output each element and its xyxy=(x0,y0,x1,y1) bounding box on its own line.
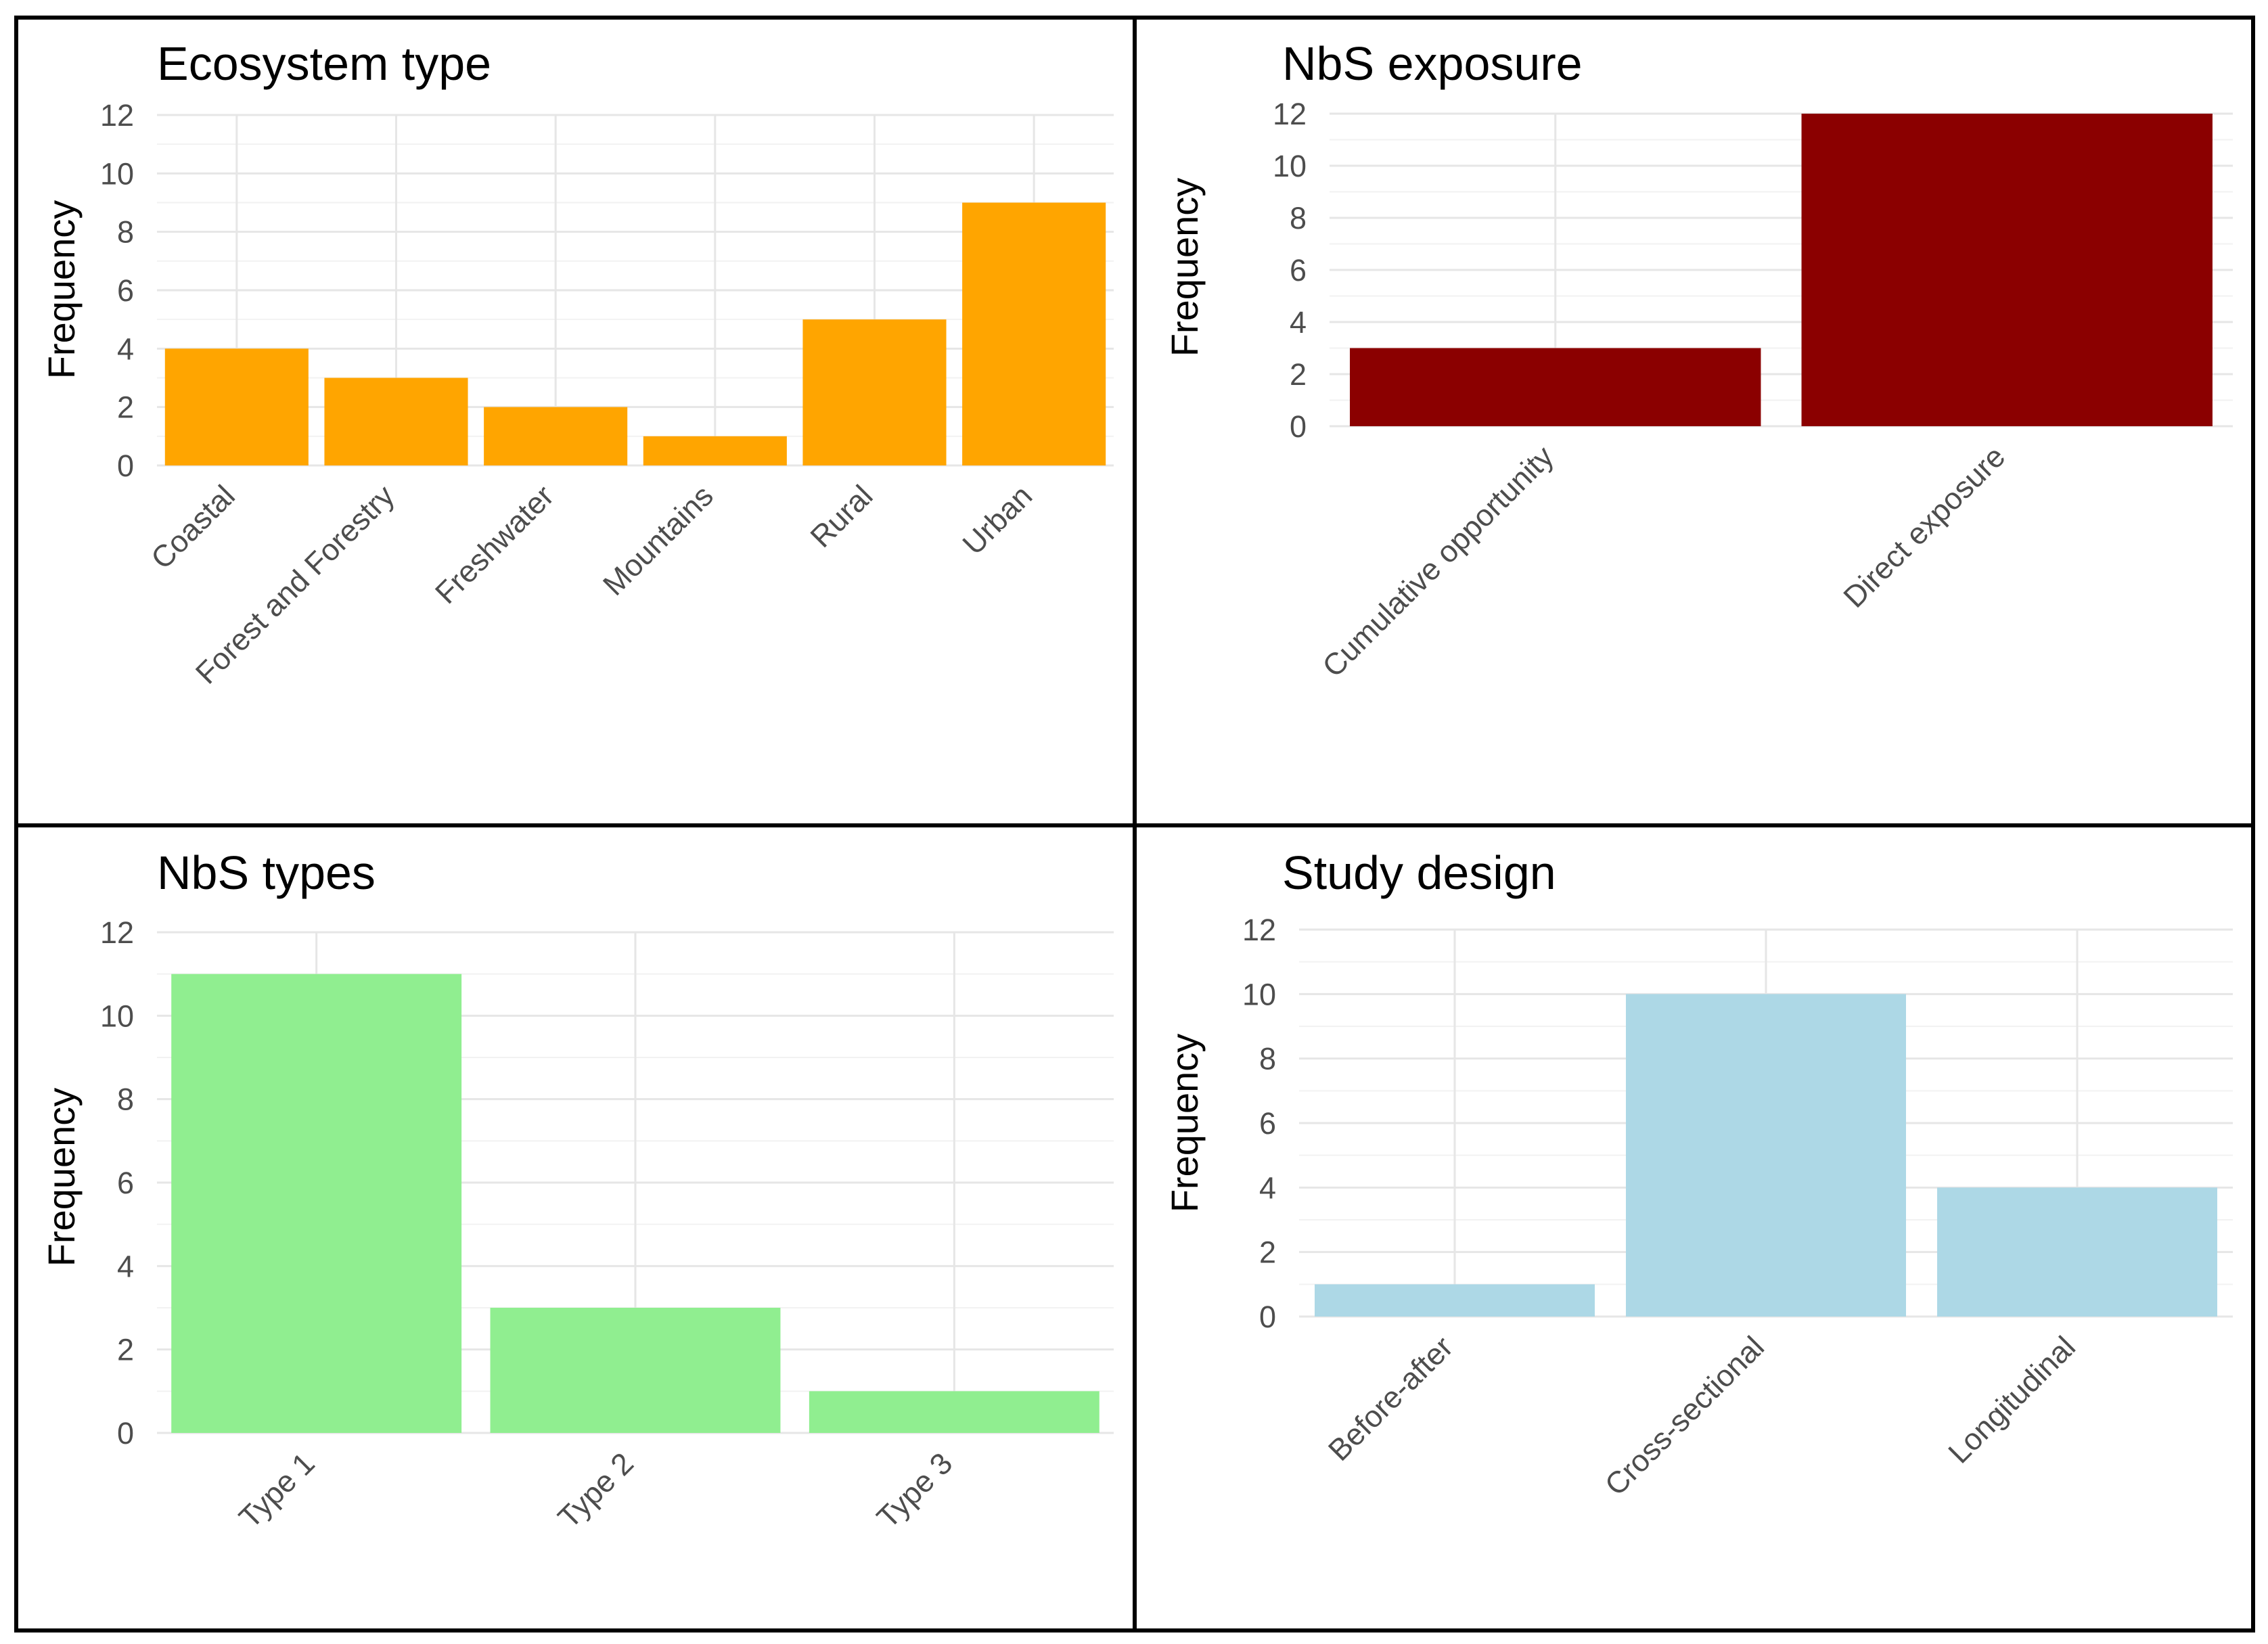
y-axis-label: Frequency xyxy=(1163,1034,1206,1213)
chart-title: Study design xyxy=(1282,846,1556,899)
y-tick-label: 12 xyxy=(1273,97,1307,131)
bar-type-2 xyxy=(490,1308,781,1433)
bar-urban xyxy=(962,202,1106,465)
y-axis-ticks: 0 2 4 6 8 10 12 xyxy=(100,98,134,483)
y-tick-label: 10 xyxy=(100,999,134,1033)
y-tick-label: 0 xyxy=(1290,409,1307,444)
y-tick-label: 0 xyxy=(117,449,134,483)
bar-type-1 xyxy=(171,974,462,1433)
y-axis-label: Frequency xyxy=(40,1088,83,1267)
bars xyxy=(1350,114,2213,426)
bar-longitudinal xyxy=(1937,1187,2217,1317)
y-tick-label: 8 xyxy=(117,215,134,250)
bar-direct-exposure xyxy=(1801,114,2213,426)
bar-cross-sectional xyxy=(1626,994,1906,1317)
y-axis-label: Frequency xyxy=(40,200,83,380)
bar-mountains xyxy=(643,436,787,465)
bar-rural xyxy=(802,319,947,465)
chart-title: NbS types xyxy=(157,846,376,899)
y-tick-label: 10 xyxy=(1242,977,1276,1011)
y-tick-label: 2 xyxy=(117,1333,134,1367)
grid xyxy=(157,114,1114,467)
bar-forest-and-forestry xyxy=(324,378,468,465)
y-tick-label: 2 xyxy=(1290,357,1307,392)
y-tick-label: 10 xyxy=(100,156,134,191)
chart-title: Ecosystem type xyxy=(157,37,491,90)
y-tick-label: 6 xyxy=(117,273,134,308)
y-tick-label: 4 xyxy=(117,1249,134,1283)
y-tick-label: 12 xyxy=(100,915,134,950)
y-axis-ticks: 0 2 4 6 8 10 12 xyxy=(1242,913,1276,1334)
y-axis-ticks: 0 2 4 6 8 10 12 xyxy=(100,915,134,1451)
chart-title: NbS exposure xyxy=(1282,37,1583,90)
y-tick-label: 6 xyxy=(117,1166,134,1200)
y-tick-label: 2 xyxy=(1259,1235,1276,1270)
bars xyxy=(164,202,1106,465)
bar-before-after xyxy=(1315,1284,1595,1317)
bar-coastal xyxy=(164,348,309,465)
y-tick-label: 4 xyxy=(1290,305,1307,340)
bar-type-3 xyxy=(809,1391,1099,1433)
y-axis-label: Frequency xyxy=(1163,178,1206,357)
y-tick-label: 2 xyxy=(117,390,134,425)
bar-cumulative-opportunity xyxy=(1350,348,1761,426)
y-tick-label: 12 xyxy=(100,98,134,133)
y-tick-label: 6 xyxy=(1290,253,1307,288)
panel-border xyxy=(1133,823,2255,1632)
y-axis-ticks: 0 2 4 6 8 10 12 xyxy=(1273,97,1307,444)
y-tick-label: 8 xyxy=(117,1082,134,1117)
y-tick-label: 10 xyxy=(1273,149,1307,183)
y-tick-label: 12 xyxy=(1242,913,1276,947)
y-tick-label: 4 xyxy=(117,332,134,366)
bar-freshwater xyxy=(484,407,628,465)
y-tick-label: 6 xyxy=(1259,1106,1276,1141)
y-tick-label: 0 xyxy=(117,1416,134,1451)
y-tick-label: 8 xyxy=(1259,1042,1276,1076)
bars xyxy=(171,974,1099,1433)
y-tick-label: 8 xyxy=(1290,201,1307,235)
y-tick-label: 4 xyxy=(1259,1170,1276,1205)
bars xyxy=(1315,994,2217,1317)
y-tick-label: 0 xyxy=(1259,1300,1276,1334)
